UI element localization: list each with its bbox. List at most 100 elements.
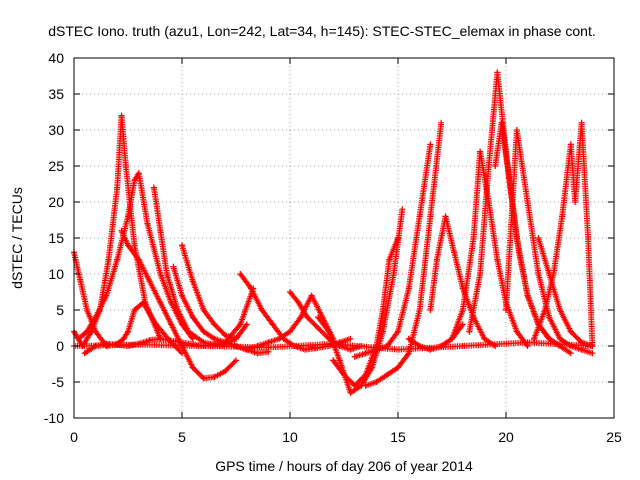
data-point bbox=[248, 285, 255, 292]
data-point bbox=[254, 350, 261, 357]
data-point bbox=[503, 307, 509, 313]
series-sat-f bbox=[150, 184, 250, 349]
data-point bbox=[258, 307, 265, 313]
x-tick-label: 20 bbox=[498, 429, 514, 445]
data-point bbox=[557, 307, 563, 313]
data-point bbox=[135, 170, 142, 177]
data-point bbox=[211, 335, 218, 342]
data-point bbox=[179, 292, 185, 299]
data-point bbox=[163, 271, 170, 277]
data-point bbox=[237, 271, 244, 277]
series-sat-u bbox=[503, 127, 596, 357]
data-point bbox=[120, 335, 127, 342]
data-point bbox=[75, 335, 82, 342]
data-point bbox=[470, 235, 477, 241]
data-point bbox=[92, 314, 99, 321]
data-point bbox=[477, 271, 484, 277]
marker-trace bbox=[179, 242, 238, 342]
data-point bbox=[384, 371, 391, 378]
data-point bbox=[325, 328, 332, 335]
data-point bbox=[142, 299, 149, 306]
data-point bbox=[179, 242, 185, 249]
series-sat-o bbox=[362, 119, 445, 389]
data-point bbox=[287, 328, 293, 335]
data-point bbox=[150, 184, 157, 191]
data-point bbox=[103, 340, 110, 347]
data-point bbox=[118, 112, 125, 119]
series-sat-g bbox=[170, 263, 272, 357]
data-point bbox=[427, 213, 434, 220]
data-point bbox=[589, 350, 596, 357]
data-point bbox=[515, 249, 522, 256]
data-point bbox=[427, 307, 434, 313]
data-point bbox=[118, 227, 125, 234]
data-point bbox=[114, 256, 121, 263]
y-tick-label: -10 bbox=[44, 410, 64, 426]
data-point bbox=[330, 357, 337, 364]
data-point bbox=[276, 335, 283, 342]
y-tick-label: 10 bbox=[48, 266, 64, 282]
data-point bbox=[185, 328, 192, 335]
data-point bbox=[395, 346, 401, 353]
data-point bbox=[433, 256, 440, 263]
y-tick-label: 15 bbox=[48, 230, 64, 246]
data-point bbox=[498, 119, 505, 126]
data-point bbox=[211, 321, 218, 328]
y-tick-label: 20 bbox=[48, 194, 64, 210]
data-point bbox=[507, 184, 514, 191]
data-point bbox=[390, 271, 397, 277]
data-point bbox=[237, 321, 244, 328]
series-sat-n bbox=[351, 141, 434, 360]
data-point bbox=[233, 335, 239, 342]
data-point bbox=[144, 220, 151, 227]
data-point bbox=[174, 307, 181, 313]
data-point bbox=[157, 227, 164, 234]
data-point bbox=[330, 340, 337, 347]
data-point bbox=[585, 235, 592, 241]
data-point bbox=[466, 328, 473, 335]
x-tick-label: 10 bbox=[282, 429, 298, 445]
data-point bbox=[287, 289, 293, 295]
x-tick-label: 25 bbox=[606, 429, 622, 445]
data-point bbox=[131, 177, 138, 184]
data-point bbox=[427, 141, 434, 148]
data-point bbox=[449, 335, 455, 342]
data-point bbox=[347, 389, 354, 396]
data-point bbox=[546, 271, 553, 277]
data-point bbox=[131, 242, 138, 249]
data-point bbox=[362, 382, 369, 389]
y-tick-label: 25 bbox=[48, 158, 64, 174]
data-point bbox=[459, 321, 466, 328]
data-point bbox=[405, 285, 412, 292]
data-point bbox=[105, 256, 112, 263]
data-point bbox=[416, 307, 423, 313]
data-point bbox=[77, 278, 84, 285]
data-point bbox=[315, 325, 322, 331]
data-point bbox=[451, 249, 458, 256]
data-point bbox=[442, 213, 449, 220]
data-point bbox=[315, 314, 322, 321]
data-point bbox=[157, 299, 164, 306]
data-point bbox=[351, 353, 358, 360]
data-point bbox=[362, 371, 369, 378]
data-point bbox=[81, 350, 88, 357]
data-point bbox=[531, 335, 538, 342]
data-point bbox=[535, 235, 542, 241]
data-point bbox=[477, 148, 484, 155]
data-point bbox=[146, 278, 153, 285]
data-point bbox=[513, 328, 520, 335]
marker-trace bbox=[315, 208, 406, 396]
y-axis-label: dSTEC / TECUs bbox=[9, 187, 25, 289]
data-point bbox=[103, 292, 110, 299]
data-point bbox=[379, 307, 386, 313]
data-point bbox=[125, 242, 131, 249]
data-point bbox=[308, 292, 315, 299]
axes-ticks: 0 5 10 15 20 25 -10 -5 0 5 10 15 20 25 30 35 40 bbox=[44, 50, 622, 445]
chart-title: dSTEC Iono. truth (azu1, Lon=242, Lat=34… bbox=[48, 23, 595, 39]
data-point bbox=[189, 314, 196, 321]
data-point bbox=[379, 328, 386, 335]
data-point bbox=[114, 184, 121, 191]
data-point bbox=[557, 335, 563, 342]
data-point bbox=[373, 379, 380, 385]
